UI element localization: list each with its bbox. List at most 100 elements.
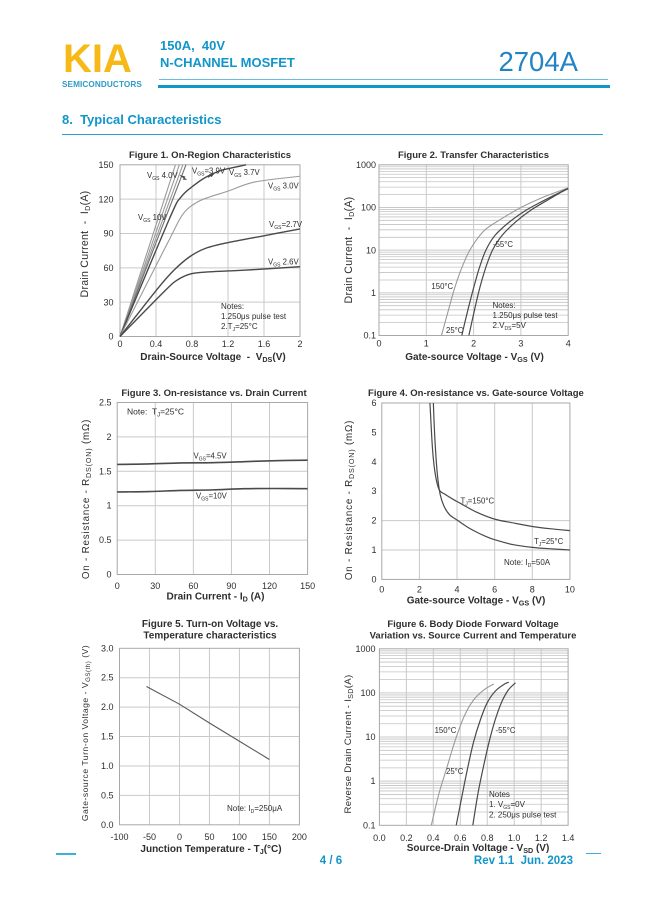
svg-text:2. 250μs pulse test: 2. 250μs pulse test <box>489 811 557 820</box>
svg-text:-50: -50 <box>143 832 156 842</box>
svg-text:1.250μs pulse test: 1.250μs pulse test <box>493 311 559 320</box>
svg-text:50: 50 <box>204 832 214 842</box>
svg-text:100: 100 <box>361 203 376 213</box>
svg-text:VGS​ 3.7V: VGS​ 3.7V <box>229 168 260 179</box>
svg-text:10: 10 <box>365 732 375 742</box>
svg-text:Reverse Drain Current - ISD​(A: Reverse Drain Current - ISD​(A) <box>343 675 355 814</box>
svg-text:100: 100 <box>360 688 375 698</box>
svg-text:0.8: 0.8 <box>481 833 494 843</box>
svg-text:VGS​=2.7V: VGS​=2.7V <box>269 220 303 231</box>
svg-text:0.0: 0.0 <box>101 820 114 830</box>
svg-text:30: 30 <box>150 581 160 591</box>
svg-text:-55°C: -55°C <box>493 240 513 249</box>
svg-text:Gate-source Voltage - VGS​ (V): Gate-source Voltage - VGS​ (V) <box>405 352 544 364</box>
svg-text:0: 0 <box>115 581 120 591</box>
svg-text:0.2: 0.2 <box>400 833 413 843</box>
svg-text:1.4: 1.4 <box>562 833 575 843</box>
svg-text:Drain-Source Voltage - VDS​(: Drain-Source Voltage - VDS​(V) <box>140 352 285 364</box>
svg-text:0: 0 <box>108 332 113 342</box>
svg-text:Variation vs. Source Current a: Variation vs. Source Current and Tempera… <box>370 631 577 642</box>
svg-text:VGS​ 3.0V: VGS​ 3.0V <box>268 182 299 193</box>
svg-text:1.6: 1.6 <box>258 339 271 349</box>
svg-text:Figure 2. Transfer Characteris: Figure 2. Transfer Characteristics <box>398 150 549 161</box>
svg-text:Drain Current - ID​(A): Drain Current - ID​(A) <box>79 191 92 298</box>
svg-text:2: 2 <box>106 432 111 442</box>
svg-text:VGS​=3.9V: VGS​=3.9V <box>192 167 226 178</box>
svg-text:VGS​ 2.6V: VGS​ 2.6V <box>268 258 299 269</box>
svg-text:25°C: 25°C <box>446 767 464 776</box>
svg-text:0.8: 0.8 <box>186 339 199 349</box>
svg-text:90: 90 <box>226 581 236 591</box>
svg-text:1: 1 <box>106 501 111 511</box>
svg-text:4: 4 <box>455 585 460 595</box>
svg-text:VGS​ 4.0V: VGS​ 4.0V <box>147 171 178 182</box>
svg-text:1.5: 1.5 <box>99 466 112 476</box>
svg-text:2: 2 <box>417 585 422 595</box>
svg-text:2.5: 2.5 <box>99 398 112 408</box>
svg-text:Note: ID​=250μA: Note: ID​=250μA <box>227 804 283 815</box>
svg-text:1.0: 1.0 <box>101 761 114 771</box>
svg-text:0.1: 0.1 <box>363 331 376 341</box>
svg-text:0: 0 <box>376 339 381 349</box>
svg-text:VGS​=4.5V: VGS​=4.5V <box>194 452 228 463</box>
svg-text:Drain Current - ID​(A): Drain Current - ID​(A) <box>343 197 356 304</box>
svg-text:-55°C: -55°C <box>496 726 516 735</box>
svg-text:1: 1 <box>371 288 376 298</box>
svg-text:Drain Current - ID​ (A): Drain Current - ID​ (A) <box>167 592 265 604</box>
svg-text:150: 150 <box>262 832 277 842</box>
svg-text:2: 2 <box>297 339 302 349</box>
svg-text:90: 90 <box>103 229 113 239</box>
svg-text:1.0: 1.0 <box>508 833 521 843</box>
svg-text:3: 3 <box>371 486 376 496</box>
svg-text:0: 0 <box>106 570 111 580</box>
svg-text:0: 0 <box>379 585 384 595</box>
svg-text:2.0: 2.0 <box>101 702 114 712</box>
svg-text:30: 30 <box>103 297 113 307</box>
svg-text:3: 3 <box>518 339 523 349</box>
svg-text:120: 120 <box>98 194 113 204</box>
svg-text:0.4: 0.4 <box>150 339 163 349</box>
svg-text:VGS​=10V: VGS​=10V <box>196 492 228 503</box>
svg-text:8: 8 <box>530 585 535 595</box>
svg-text:5: 5 <box>371 427 376 437</box>
svg-text:Figure 5. Turn-on Voltage vs.: Figure 5. Turn-on Voltage vs. <box>142 619 279 630</box>
svg-text:1000: 1000 <box>355 644 375 654</box>
svg-text:4: 4 <box>566 339 571 349</box>
svg-text:1000: 1000 <box>356 160 376 170</box>
svg-text:On - Resistance - RDS(ON)​ (mΩ: On - Resistance - RDS(ON)​ (mΩ) <box>344 420 356 580</box>
svg-text:1: 1 <box>370 776 375 786</box>
svg-text:0.5: 0.5 <box>101 790 114 800</box>
svg-text:2: 2 <box>471 339 476 349</box>
svg-text:100: 100 <box>232 832 247 842</box>
svg-text:0: 0 <box>117 339 122 349</box>
svg-text:120: 120 <box>262 581 277 591</box>
svg-text:0: 0 <box>177 832 182 842</box>
svg-text:10: 10 <box>565 585 575 595</box>
svg-text:Notes:: Notes: <box>493 301 516 310</box>
svg-text:0.6: 0.6 <box>454 833 467 843</box>
svg-text:Note: TJ​=25°C: Note: TJ​=25°C <box>127 407 184 419</box>
svg-text:Notes:: Notes: <box>221 302 244 311</box>
svg-text:-100: -100 <box>110 832 128 842</box>
svg-text:Note: ID​=50A: Note: ID​=50A <box>504 558 551 569</box>
svg-text:1: 1 <box>424 339 429 349</box>
svg-text:150: 150 <box>98 160 113 170</box>
svg-text:1.250μs pulse test: 1.250μs pulse test <box>221 312 287 321</box>
svg-text:Gate-source Turn-on Voltage -: Gate-source Turn-on Voltage - VGS(th)​ (… <box>80 645 92 821</box>
svg-text:150: 150 <box>300 581 315 591</box>
svg-text:10: 10 <box>366 245 376 255</box>
svg-text:4: 4 <box>371 457 376 467</box>
svg-text:6: 6 <box>492 585 497 595</box>
svg-text:1: 1 <box>371 545 376 555</box>
svg-text:Figure 1. On-Region Characteri: Figure 1. On-Region Characteristics <box>129 150 291 161</box>
svg-text:Source-Drain Voltage - VSD​ (V: Source-Drain Voltage - VSD​ (V) <box>407 843 550 855</box>
svg-text:1.5: 1.5 <box>101 732 114 742</box>
svg-text:1.2: 1.2 <box>535 833 548 843</box>
svg-text:0.1: 0.1 <box>363 820 376 830</box>
svg-text:200: 200 <box>292 832 307 842</box>
svg-text:2.TJ​=25°C: 2.TJ​=25°C <box>221 322 258 333</box>
svg-text:2.5: 2.5 <box>101 673 114 683</box>
svg-text:2.VDS​=5V: 2.VDS​=5V <box>493 321 527 332</box>
svg-text:150°C: 150°C <box>435 726 457 735</box>
svg-text:Figure 3. On-resistance vs. Dr: Figure 3. On-resistance vs. Drain Curren… <box>121 388 307 399</box>
